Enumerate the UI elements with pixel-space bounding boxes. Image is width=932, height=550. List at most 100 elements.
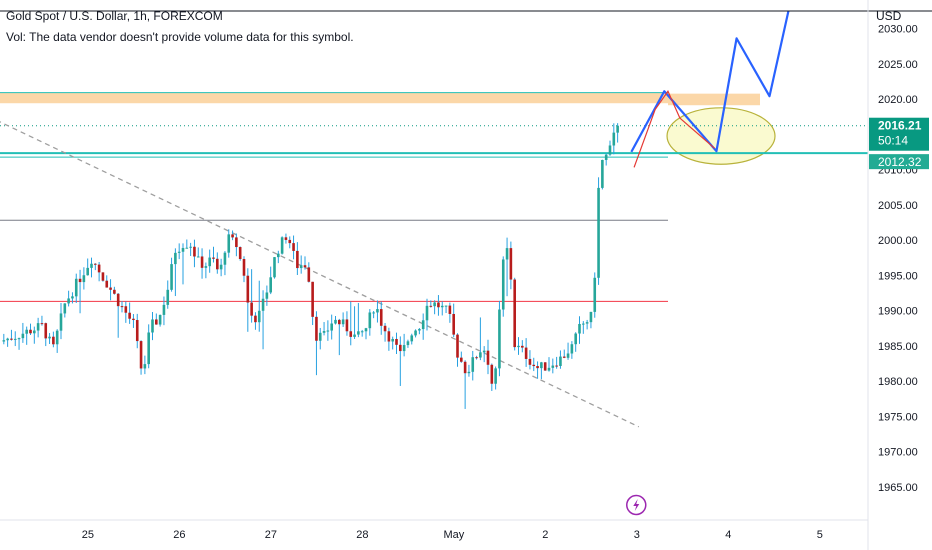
candle-bull	[597, 187, 600, 278]
candle-bull	[67, 298, 70, 304]
horizontal-levels-layer	[0, 125, 868, 302]
candle-bull	[177, 251, 181, 253]
candle-bull	[601, 159, 604, 188]
time-tick-label: 3	[634, 529, 640, 541]
candle-bull	[185, 247, 189, 249]
time-axis[interactable]: 25 26 27 28 May 2 3 4 5	[0, 519, 868, 541]
candle-bull	[357, 331, 360, 335]
candle-bear	[254, 315, 257, 323]
candle-bull	[540, 362, 543, 369]
candle-bear	[105, 280, 109, 288]
candle-bear	[238, 247, 242, 260]
candle-bull	[421, 320, 425, 330]
candle-bear	[97, 264, 101, 273]
candle-bull	[471, 357, 475, 372]
level-value: 2012.32	[878, 155, 922, 169]
candle-bull	[166, 289, 170, 305]
candle-bear	[212, 257, 215, 259]
candle-bear	[52, 336, 55, 345]
candle-bear	[296, 250, 299, 269]
lightning-icon[interactable]	[626, 494, 647, 516]
descending-trendline	[0, 121, 640, 428]
candle-bear	[311, 281, 314, 317]
candle-bull	[74, 278, 78, 297]
candle-bull	[589, 311, 593, 323]
icons-layer	[626, 494, 647, 516]
candle-bear	[250, 302, 253, 316]
candle-bull	[444, 305, 448, 307]
candle-bull	[59, 313, 63, 331]
candle-bull	[33, 330, 36, 334]
target-ellipse	[666, 107, 776, 165]
lightning-icon-bolt	[633, 499, 640, 511]
candle-bull	[364, 328, 368, 332]
candle-bull	[334, 319, 337, 324]
currency-label[interactable]: USD	[876, 9, 902, 23]
candle-bear	[193, 246, 196, 257]
time-tick-label: 26	[173, 529, 185, 541]
candle-bull	[223, 252, 227, 265]
candle-bull	[71, 296, 74, 299]
candle-bear	[338, 319, 341, 325]
projection-path-red	[633, 90, 716, 168]
candle-bear	[132, 318, 135, 321]
candle-bull	[17, 338, 21, 340]
candle-bear	[315, 316, 318, 341]
candle-bear	[543, 362, 547, 371]
candle-bull	[189, 246, 192, 248]
candle-bear	[448, 305, 452, 314]
candle-bull	[604, 154, 608, 160]
candle-bull	[372, 312, 375, 314]
candle-bear	[128, 312, 131, 319]
candle-bull	[498, 309, 501, 369]
price-tick-label: 2030.00	[878, 24, 918, 36]
trendline-layer	[0, 121, 640, 428]
candle-bull	[517, 345, 520, 348]
candle-bull	[467, 371, 471, 374]
candle-bear	[475, 357, 478, 359]
candle-bear	[231, 234, 234, 238]
candle-bear	[528, 358, 532, 365]
candle-bull	[219, 264, 223, 270]
drawing-zones-layer	[0, 92, 776, 165]
candle-bull	[551, 365, 555, 368]
candle-bull	[501, 259, 505, 310]
level-badge	[869, 154, 929, 170]
candle-bear	[139, 341, 143, 369]
candle-bear	[109, 287, 112, 290]
candle-bull	[578, 323, 581, 334]
candle-bull	[360, 331, 364, 333]
candle-bear	[135, 320, 139, 342]
candle-bull	[559, 356, 562, 366]
candle-bear	[532, 364, 536, 367]
candle-bear	[303, 265, 307, 268]
candle-bear	[288, 239, 292, 244]
candle-bear	[101, 272, 105, 281]
candle-bear	[94, 263, 97, 265]
candle-bull	[433, 302, 436, 307]
candle-bear	[124, 306, 128, 313]
candle-bear	[292, 243, 295, 251]
candle-bull	[391, 338, 394, 342]
candle-bear	[399, 344, 402, 352]
candle-bear	[246, 275, 250, 303]
candle-bull	[55, 330, 59, 345]
candle-bear	[463, 361, 467, 374]
time-tick-label: 2	[542, 529, 548, 541]
candle-bull	[353, 334, 356, 337]
candle-bear	[284, 237, 288, 240]
candle-bull	[440, 305, 444, 308]
symbol-title[interactable]: Gold Spot / U.S. Dollar, 1h, FOREXCOM	[6, 9, 223, 23]
candle-bull	[257, 310, 261, 323]
price-tick-label: 2005.00	[878, 200, 918, 212]
candle-bear	[155, 319, 158, 325]
candle-bull	[63, 303, 67, 314]
price-tick-label: 1985.00	[878, 341, 918, 353]
candle-bear	[113, 289, 116, 294]
candle-bull	[265, 292, 269, 299]
candle-bull	[406, 341, 410, 346]
